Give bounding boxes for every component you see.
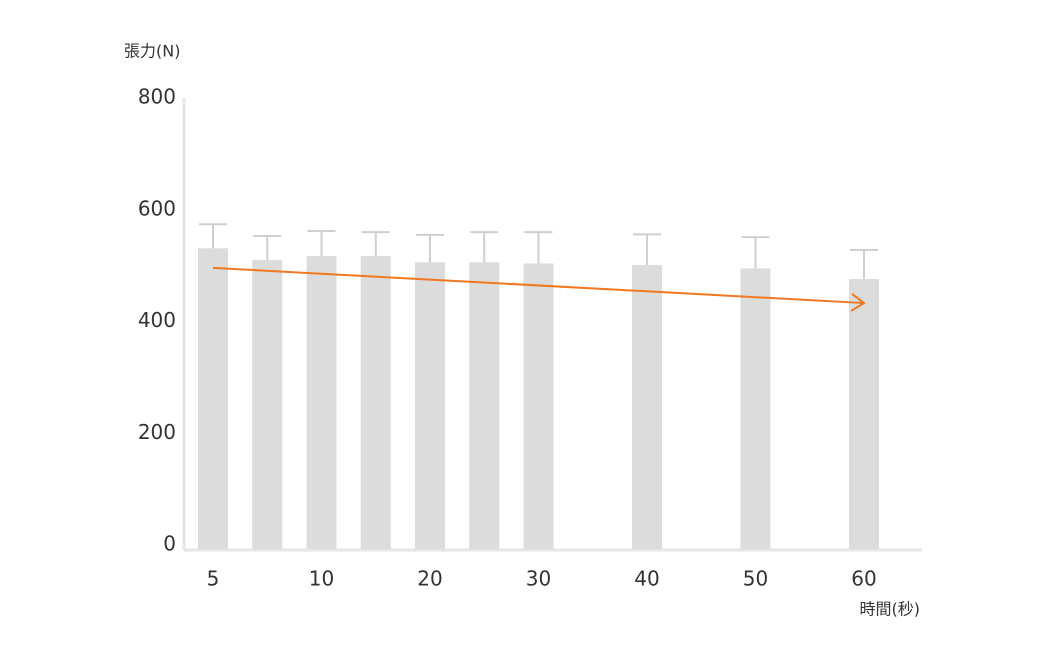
bar	[252, 260, 283, 549]
bar	[740, 268, 771, 549]
x-tick-label: 10	[309, 567, 334, 591]
y-tick-label: 400	[138, 308, 176, 332]
x-tick-label: 5	[207, 567, 220, 591]
y-tick-label: 200	[138, 420, 176, 444]
bar	[523, 263, 554, 549]
trend-line	[212, 266, 865, 305]
bar	[306, 256, 337, 549]
y-tick-label: 800	[138, 85, 176, 109]
x-tick-label: 30	[526, 567, 551, 591]
bar	[469, 262, 500, 549]
trend-arrowhead	[850, 293, 866, 312]
y-tick-label: 0	[163, 532, 176, 556]
x-tick-label: 40	[634, 567, 659, 591]
bar	[198, 248, 228, 549]
x-axis-title: 時間(秒)	[860, 600, 921, 619]
y-axis-title: 張力(N)	[124, 42, 180, 61]
bar	[415, 262, 445, 549]
bar	[360, 256, 391, 549]
x-tick-label: 60	[851, 567, 876, 591]
x-tick-label: 20	[417, 567, 442, 591]
bar	[632, 265, 662, 549]
y-tick-label: 600	[138, 196, 176, 220]
bar	[849, 279, 879, 549]
x-tick-label: 50	[743, 567, 768, 591]
